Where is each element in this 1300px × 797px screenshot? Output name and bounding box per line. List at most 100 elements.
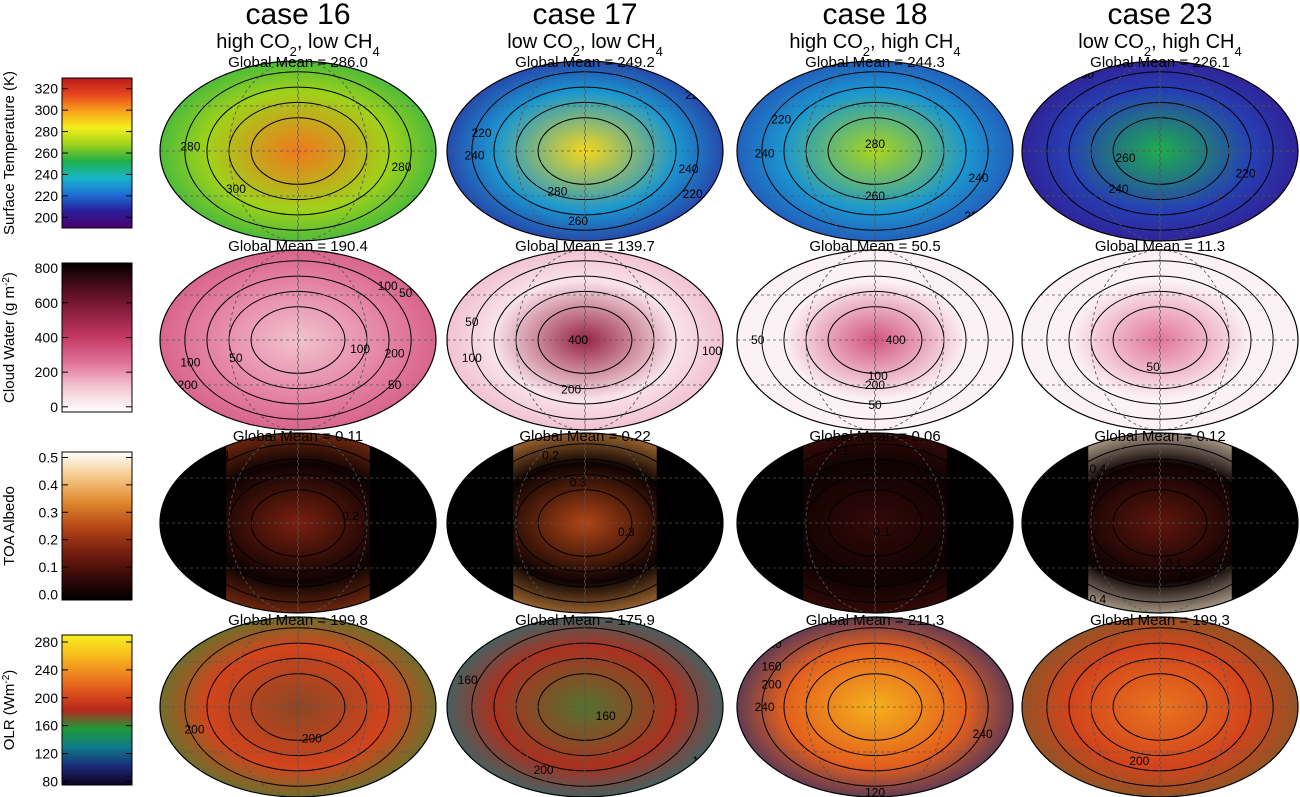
colorbar-tick-label: 160 bbox=[35, 718, 59, 734]
contour-label: 200 bbox=[561, 383, 581, 397]
map-panel: 200 200 200 bbox=[160, 617, 436, 797]
longitude-gridline bbox=[1090, 250, 1230, 430]
longitude-gridline bbox=[805, 433, 945, 613]
colorbar-tick-label: 280 bbox=[35, 634, 59, 650]
colorbar-tick-label: 0 bbox=[50, 399, 58, 415]
map-outline bbox=[736, 432, 1014, 614]
case-subtitle: low CO2, high CH4 bbox=[1078, 31, 1241, 59]
map-outline bbox=[1021, 616, 1299, 797]
contour-label: 50 bbox=[388, 378, 402, 392]
contour-label: 240 bbox=[678, 162, 698, 176]
longitude-gridline bbox=[1159, 250, 1161, 430]
map-panel: 0.2 0.3 0.3 0.3 bbox=[447, 433, 723, 613]
colorbar-tick-label: 220 bbox=[35, 188, 59, 204]
global-mean-label: Global Mean = 199.8 bbox=[228, 612, 368, 629]
contour-label: 240 bbox=[465, 149, 485, 163]
colorbar bbox=[61, 451, 133, 601]
global-mean-label: Global Mean = 11.3 bbox=[1095, 238, 1225, 255]
longitude-gridline bbox=[584, 617, 586, 797]
global-mean-label: Global Mean = 190.4 bbox=[228, 238, 368, 255]
longitude-gridline bbox=[805, 61, 945, 241]
colorbar-tick-label: 240 bbox=[35, 166, 59, 182]
longitude-gridline bbox=[1159, 617, 1161, 797]
map-outline bbox=[159, 432, 437, 614]
contour-label: 400 bbox=[178, 270, 198, 284]
contour-label: 100 bbox=[462, 351, 482, 365]
map-outline bbox=[1021, 432, 1299, 614]
longitude-gridline bbox=[228, 250, 368, 430]
map-outline bbox=[159, 249, 437, 431]
contour-label: 260 bbox=[1115, 151, 1135, 165]
map-panel: 200 bbox=[1022, 617, 1298, 797]
contour-label: 50 bbox=[465, 315, 479, 329]
colorbar-tick-label: 120 bbox=[35, 746, 59, 762]
map-outline bbox=[446, 432, 724, 614]
longitude-gridline bbox=[1159, 433, 1161, 613]
map-panel: 220 240 280 260 220 240 220 220 bbox=[447, 61, 723, 241]
contour-label: 200 bbox=[178, 378, 198, 392]
longitude-gridline bbox=[228, 433, 368, 613]
map-outline bbox=[446, 60, 724, 242]
contour-label: 0.2 bbox=[1179, 570, 1196, 584]
contour-label: 400 bbox=[568, 333, 588, 347]
contour-label: 0.3 bbox=[570, 476, 587, 490]
map-panel: 220 240 280 260 240 220 bbox=[737, 61, 1013, 241]
contour-label: 200 bbox=[391, 768, 411, 782]
contour-label: 220 bbox=[465, 214, 485, 228]
colorbar-tick-label: 260 bbox=[35, 145, 59, 161]
contour-label: 200 bbox=[534, 763, 554, 777]
contour-label: 400 bbox=[191, 410, 211, 424]
case-subtitle: high CO2, low CH4 bbox=[216, 31, 379, 59]
colorbar-tick-label: 0.4 bbox=[39, 477, 59, 493]
colorbar-tick-label: 200 bbox=[35, 364, 59, 380]
colorbar-label: OLR (Wm-2) bbox=[1, 670, 19, 751]
map-panel: 50 bbox=[1022, 250, 1298, 430]
map-outline bbox=[736, 249, 1014, 431]
contour-label: 400 bbox=[886, 333, 906, 347]
contour-label: 50 bbox=[705, 279, 719, 293]
global-mean-label: Global Mean = 199.3 bbox=[1090, 612, 1230, 629]
contour-label: 0.2 bbox=[542, 449, 559, 463]
global-mean-label: Global Mean = 139.7 bbox=[515, 238, 655, 255]
longitude-gridline bbox=[805, 617, 945, 797]
longitude-gridline bbox=[874, 617, 876, 797]
longitude-gridline bbox=[515, 250, 655, 430]
contour-label: 200 bbox=[302, 732, 322, 746]
case-title: case 17 bbox=[532, 0, 637, 31]
contour-label: 0.3 bbox=[618, 525, 635, 539]
colorbar-tick-label: 400 bbox=[35, 330, 59, 346]
longitude-gridline bbox=[228, 617, 368, 797]
map-panel: 0.4 0.10.2 0.4 bbox=[1022, 433, 1298, 613]
contour-label: 260 bbox=[865, 189, 885, 203]
colorbar-tick-label: 600 bbox=[35, 295, 59, 311]
colorbar-tick-label: 280 bbox=[35, 124, 59, 140]
contour-label: 240 bbox=[1109, 182, 1129, 196]
longitude-gridline bbox=[584, 61, 586, 241]
contour-label: 280 bbox=[180, 140, 200, 154]
colorbar-tick-label: 80 bbox=[42, 774, 58, 790]
map-rows: 200 220 240 260 280 300 320 Surface Temperature… bbox=[1, 54, 1299, 797]
global-mean-label: Global Mean = 50.5 bbox=[809, 238, 940, 255]
global-mean-label: Global Mean = 244.3 bbox=[805, 54, 945, 71]
case-title: case 16 bbox=[245, 0, 350, 31]
colorbar-tick-label: 200 bbox=[35, 690, 59, 706]
contour-label: 0.1 bbox=[874, 525, 891, 539]
contour-label: 240 bbox=[968, 171, 988, 185]
longitude-gridline bbox=[1090, 617, 1230, 797]
colorbar-tick-label: 200 bbox=[35, 209, 59, 225]
contour-label: 100 bbox=[702, 344, 722, 358]
contour-label: 220 bbox=[683, 187, 703, 201]
map-outline bbox=[446, 249, 724, 431]
longitude-gridline bbox=[297, 61, 299, 241]
contour-label: 160 bbox=[458, 673, 478, 687]
contour-label: 220 bbox=[471, 126, 491, 140]
longitude-gridline bbox=[874, 61, 876, 241]
contour-label: 280 bbox=[391, 160, 411, 174]
contour-label: 280 bbox=[547, 185, 567, 199]
colorbar-tick-label: 0.3 bbox=[39, 504, 59, 520]
